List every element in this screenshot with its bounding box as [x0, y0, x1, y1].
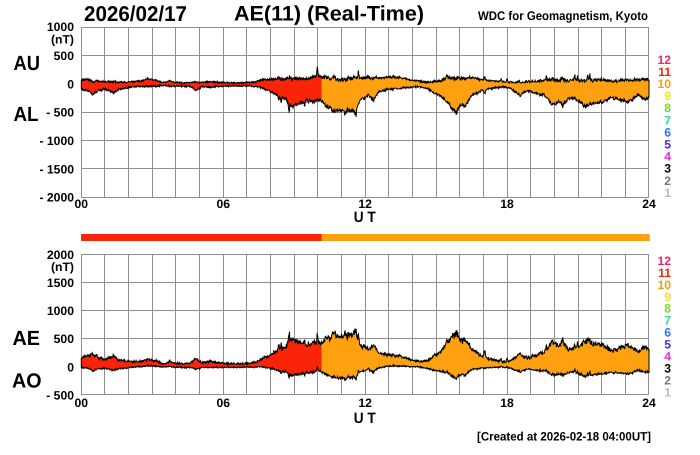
svg-text:500: 500 [54, 332, 75, 346]
svg-text:12: 12 [358, 197, 372, 211]
svg-text:12: 12 [657, 254, 671, 268]
svg-text:- 1000: - 1000 [39, 134, 74, 148]
svg-text:8: 8 [664, 101, 671, 115]
svg-text:06: 06 [216, 197, 230, 211]
svg-text:1000: 1000 [47, 20, 74, 34]
svg-text:5: 5 [664, 338, 671, 352]
svg-text:1000: 1000 [47, 304, 74, 318]
svg-text:5: 5 [664, 138, 671, 152]
svg-text:12: 12 [657, 53, 671, 67]
svg-text:4: 4 [664, 350, 671, 364]
svg-text:6: 6 [664, 326, 671, 340]
svg-text:7: 7 [664, 314, 671, 328]
svg-text:1500: 1500 [47, 276, 74, 290]
svg-text:24: 24 [642, 197, 656, 211]
svg-text:0: 0 [67, 360, 74, 374]
svg-text:AE: AE [13, 327, 41, 350]
svg-text:3: 3 [664, 162, 671, 176]
svg-text:U T: U T [354, 410, 376, 427]
svg-text:(nT): (nT) [51, 260, 74, 274]
svg-text:AO: AO [12, 370, 42, 393]
svg-text:7: 7 [664, 113, 671, 127]
svg-text:9: 9 [664, 290, 671, 304]
svg-text:12: 12 [358, 396, 372, 410]
svg-text:AE(11) (Real-Time): AE(11) (Real-Time) [234, 3, 424, 26]
svg-text:2: 2 [664, 174, 671, 188]
svg-text:18: 18 [500, 396, 514, 410]
svg-text:- 1500: - 1500 [39, 162, 74, 176]
svg-text:WDC for Geomagnetism, Kyoto: WDC for Geomagnetism, Kyoto [478, 9, 648, 23]
svg-text:6: 6 [664, 125, 671, 139]
svg-text:2026/02/17: 2026/02/17 [84, 2, 187, 26]
svg-text:11: 11 [658, 65, 671, 79]
svg-text:- 2000: - 2000 [39, 191, 74, 205]
svg-text:- 500: - 500 [46, 106, 74, 120]
svg-text:10: 10 [657, 77, 671, 91]
svg-text:(nT): (nT) [51, 32, 74, 46]
svg-text:11: 11 [658, 266, 671, 280]
svg-text:0: 0 [67, 77, 74, 91]
svg-text:2: 2 [664, 374, 671, 388]
svg-text:2000: 2000 [47, 248, 74, 262]
svg-text:1: 1 [664, 186, 671, 200]
svg-text:06: 06 [216, 396, 230, 410]
svg-text:- 500: - 500 [46, 388, 74, 402]
svg-text:00: 00 [75, 396, 89, 410]
svg-text:3: 3 [664, 362, 671, 376]
svg-text:9: 9 [664, 89, 671, 103]
svg-text:1: 1 [664, 385, 671, 399]
svg-text:00: 00 [75, 197, 89, 211]
svg-text:[Created at 2026-02-18 04:00UT: [Created at 2026-02-18 04:00UT] [477, 430, 651, 444]
svg-text:AL: AL [14, 103, 39, 126]
svg-text:U T: U T [354, 209, 376, 226]
svg-text:500: 500 [54, 49, 75, 63]
svg-text:24: 24 [642, 396, 656, 410]
svg-text:4: 4 [664, 150, 671, 164]
svg-text:AU: AU [14, 52, 41, 75]
svg-text:8: 8 [664, 302, 671, 316]
svg-text:10: 10 [657, 278, 671, 292]
svg-text:18: 18 [500, 197, 514, 211]
